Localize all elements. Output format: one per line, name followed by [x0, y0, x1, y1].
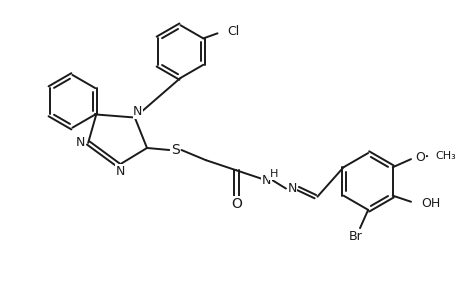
- Text: OH: OH: [420, 197, 439, 210]
- Text: N: N: [75, 136, 84, 149]
- Text: Br: Br: [348, 230, 362, 243]
- Text: O: O: [230, 197, 241, 211]
- Text: O: O: [414, 151, 424, 164]
- Text: N: N: [287, 182, 296, 195]
- Text: Cl: Cl: [227, 25, 240, 38]
- Text: N: N: [262, 174, 271, 187]
- Text: N: N: [116, 165, 125, 178]
- Text: CH₃: CH₃: [434, 151, 455, 161]
- Text: N: N: [133, 105, 142, 118]
- Text: H: H: [269, 169, 277, 179]
- Text: S: S: [171, 143, 179, 157]
